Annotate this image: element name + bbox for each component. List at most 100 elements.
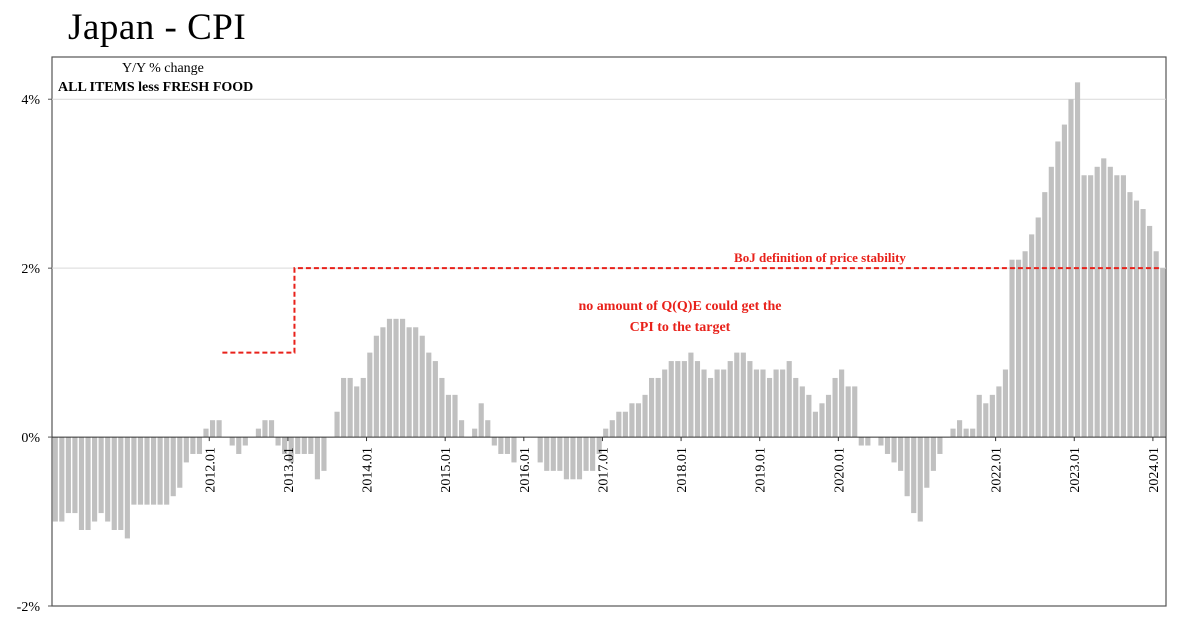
bar — [780, 369, 786, 438]
bar — [786, 361, 792, 438]
bar — [1114, 175, 1120, 438]
bar — [707, 377, 714, 438]
bar — [209, 420, 216, 438]
bar — [727, 361, 733, 438]
chart-subtitle: ALL ITEMS less FRESH FOOD — [58, 80, 254, 95]
x-tick-label: 2023.01 — [1068, 447, 1083, 493]
bar — [386, 318, 393, 438]
qqe-note: no amount of Q(Q)E could get the CPI to … — [520, 296, 840, 338]
bar — [92, 437, 98, 522]
bar — [694, 361, 701, 438]
bar — [1061, 124, 1068, 438]
bar — [98, 437, 104, 514]
bar — [963, 428, 969, 438]
bar — [1068, 99, 1074, 438]
bar — [1042, 192, 1048, 438]
bar — [137, 437, 144, 505]
bar — [865, 437, 871, 446]
bar — [255, 428, 261, 438]
bar — [380, 327, 386, 438]
bar — [347, 377, 353, 438]
bar — [747, 361, 753, 438]
bar — [183, 437, 189, 463]
bar — [1022, 251, 1028, 438]
bar — [1140, 209, 1146, 438]
bar — [1029, 234, 1035, 438]
bar — [675, 361, 681, 438]
bar-series — [52, 82, 1166, 539]
bar — [426, 352, 432, 438]
bar — [170, 437, 176, 497]
bar — [511, 437, 517, 463]
bar — [544, 437, 550, 471]
x-tick-label: 2017.01 — [596, 447, 611, 493]
bar — [688, 352, 694, 438]
bar — [793, 377, 799, 438]
bar — [832, 377, 838, 438]
x-tick-label: 2018.01 — [675, 447, 690, 493]
bar — [445, 394, 452, 438]
bar — [734, 352, 740, 438]
bar — [983, 403, 989, 438]
x-tick-label: 2019.01 — [754, 447, 769, 493]
bar — [439, 377, 445, 438]
bar — [1133, 200, 1140, 438]
bar — [78, 437, 85, 530]
y-tick-label: -2% — [17, 600, 41, 615]
bar — [472, 428, 478, 438]
bar — [858, 437, 864, 446]
x-tick-label: 2015.01 — [439, 447, 454, 493]
bar — [354, 386, 360, 438]
bar — [904, 437, 910, 497]
bar — [190, 437, 196, 454]
y-axis-ticks: 4% 2% 0% -2% — [17, 93, 52, 615]
bar — [740, 352, 746, 438]
target-line — [222, 267, 1160, 354]
x-tick-label: 2024.01 — [1147, 447, 1162, 493]
bar — [845, 386, 851, 438]
plot-area — [51, 56, 1167, 607]
bar — [642, 394, 648, 438]
bar — [105, 437, 111, 522]
x-tick-label: 2020.01 — [832, 447, 847, 493]
bar — [1094, 166, 1100, 438]
bar — [583, 437, 589, 471]
bar — [203, 428, 209, 438]
bar — [596, 437, 602, 454]
bar — [1127, 192, 1133, 438]
bar — [236, 437, 242, 454]
bar — [504, 437, 511, 454]
bar — [570, 437, 576, 480]
bar — [85, 437, 91, 530]
bar — [432, 361, 438, 438]
bar — [911, 437, 917, 514]
bar — [419, 335, 425, 438]
bar — [635, 403, 642, 438]
bar — [662, 369, 668, 438]
y-tick-label: 0% — [21, 431, 40, 446]
bar — [1147, 225, 1153, 438]
bar — [413, 327, 419, 438]
bar — [989, 394, 995, 438]
qqe-note-line1: no amount of Q(Q)E could get the — [578, 299, 782, 314]
bar — [308, 437, 314, 454]
bar — [576, 437, 583, 480]
bar — [681, 361, 687, 438]
bar — [603, 428, 609, 438]
bar — [799, 386, 805, 438]
bar — [721, 369, 727, 438]
bar — [825, 394, 832, 438]
bar — [917, 437, 923, 522]
y-tick-label: 4% — [21, 93, 40, 108]
bar — [229, 437, 235, 446]
bar — [164, 437, 170, 505]
bar — [268, 420, 275, 438]
bar — [1081, 175, 1087, 438]
bar — [485, 420, 491, 438]
bar — [491, 437, 497, 446]
bar — [884, 437, 891, 454]
bar — [616, 411, 622, 438]
bar — [806, 394, 812, 438]
bar — [668, 361, 674, 438]
